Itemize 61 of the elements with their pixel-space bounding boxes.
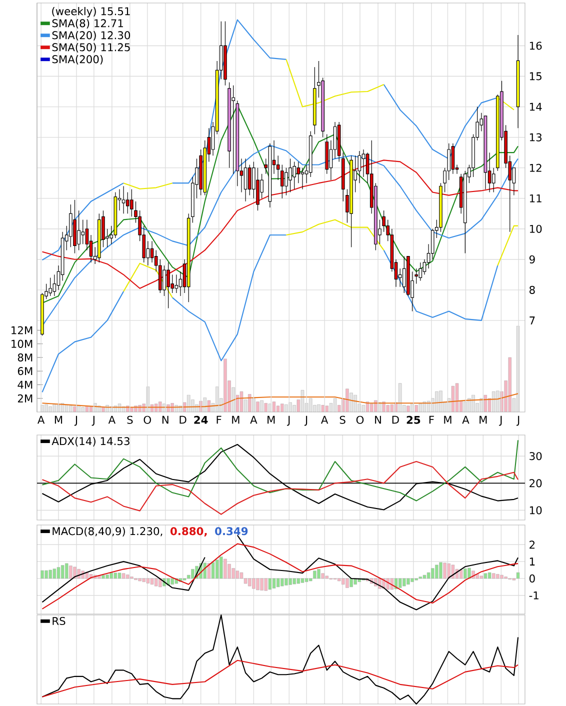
x-tick-label: 24 <box>194 416 208 424</box>
y-tick-label: 10 <box>530 506 542 514</box>
legend-label: SMA(50) 11.25 <box>52 43 130 53</box>
y2-tick-label: 12M <box>12 326 32 334</box>
y-tick-label: 10 <box>530 224 542 233</box>
x-tick-label: J <box>516 416 520 426</box>
y-tick-label: 30 <box>530 452 542 460</box>
x-tick-label: S <box>127 416 133 424</box>
annotation: 0.349 <box>215 527 248 536</box>
legend-label: MACD(8,40,9) 1.230, <box>52 526 162 536</box>
text: 0.880, <box>170 527 207 537</box>
x-tick-label: A <box>462 416 470 424</box>
y-tick-label: 15 <box>530 72 542 80</box>
x-tick-label: J <box>499 416 502 426</box>
y2-tick-label: 6M <box>18 367 32 376</box>
y-tick-label: 14 <box>530 102 542 111</box>
chart-title: (weekly) 15.51 <box>52 7 130 18</box>
x-tick-label: J <box>74 416 78 426</box>
y-tick-label: 2 <box>530 540 535 549</box>
x-tick-label: A <box>38 416 45 424</box>
y2-tick-label: 10M <box>12 340 32 348</box>
x-tick-label: M <box>444 416 452 424</box>
x-tick-label: M <box>232 416 240 424</box>
legend-label: ADX(14) 14.53 <box>52 436 130 446</box>
x-tick-label: F <box>216 416 222 424</box>
annotation: SMA(200) <box>52 55 103 65</box>
x-tick-label: A <box>250 416 258 424</box>
x-tick-label: J <box>304 416 308 426</box>
x-tick-label: D <box>392 416 399 424</box>
x-tick-label: M <box>54 416 62 424</box>
y-tick-label: 9 <box>529 255 535 264</box>
y-tick-label: 1 <box>530 558 535 566</box>
x-tick-label: J <box>287 416 290 426</box>
x-tick-label: O <box>144 416 151 424</box>
y-tick-label: 7 <box>530 316 535 324</box>
legend-label: SMA(20) 12.30 <box>52 31 130 41</box>
legend-label: SMA(8) 12.71 <box>52 19 123 29</box>
y-tick-label: 8 <box>530 286 535 294</box>
legend-label: RS <box>52 616 66 626</box>
y2-tick-label: 2M <box>18 394 32 402</box>
y-tick-label: 16 <box>530 42 542 50</box>
x-tick-label: M <box>268 416 275 424</box>
y2-tick-label: 4M <box>18 380 32 389</box>
y-tick-label: 0 <box>530 574 535 582</box>
x-tick-label: 25 <box>406 416 420 424</box>
x-tick-label: F <box>429 416 434 424</box>
x-tick-label: O <box>356 416 364 424</box>
y2-tick-label: 8M <box>18 353 32 362</box>
x-tick-label: D <box>180 416 186 424</box>
x-tick-label: N <box>162 416 168 424</box>
x-tick-label: M <box>480 416 487 424</box>
y-tick-label: 20 <box>530 479 542 488</box>
x-tick-label: J <box>92 416 94 426</box>
x-tick-label: S <box>340 416 346 424</box>
y-tick-label: 12 <box>530 164 542 172</box>
y-tick-label: -1 <box>529 592 538 600</box>
x-tick-label: A <box>320 416 328 424</box>
y-tick-label: 13 <box>530 133 542 142</box>
y-tick-label: 11 <box>530 194 542 202</box>
x-tick-label: A <box>108 416 116 424</box>
x-tick-label: N <box>375 416 381 424</box>
